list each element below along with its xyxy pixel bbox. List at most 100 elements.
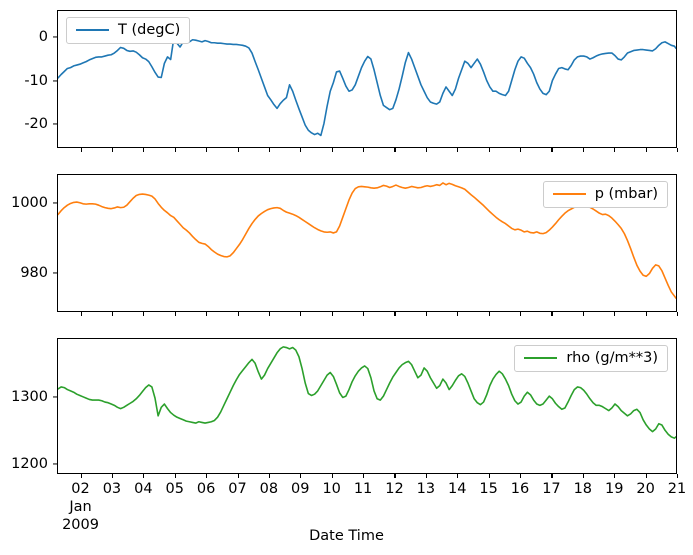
xtick-label: 06 [196,481,216,497]
xtick-mark [614,148,616,152]
xtick-label: 09 [291,481,310,497]
xtick-label: 02 [71,481,90,497]
xtick-mark [425,474,427,478]
xtick-label: 03 [102,481,122,497]
ytick-mark [53,202,57,204]
xtick-mark [645,148,647,152]
xtick-mark [582,474,584,478]
xtick-mark [111,474,114,478]
ytick-label: 1200 [11,456,48,472]
xtick-mark [80,148,82,152]
xtick-mark [300,312,302,316]
legend-label-temperature: T (degC) [118,22,181,38]
xtick-mark [520,312,522,316]
xtick-mark [363,474,365,478]
xtick-mark [551,474,553,478]
xtick-mark [206,312,208,316]
ytick-mark [53,79,57,82]
ytick-mark [53,36,57,38]
xtick-mark [457,312,459,316]
xtick-sublabel-month: Jan [69,499,92,515]
xtick-mark [206,148,208,152]
xtick-mark [363,312,365,316]
ytick-mark [53,396,57,398]
series-line-temperature [58,38,676,135]
xtick-mark [111,148,114,152]
xtick-mark [331,148,333,152]
xtick-mark [457,474,459,478]
xtick-label: 05 [165,481,184,497]
xtick-mark [237,312,239,316]
xtick-mark [488,312,490,316]
xtick-label: 14 [448,481,467,497]
xtick-mark [237,474,239,478]
ytick-label: 980 [20,265,48,282]
xtick-mark [520,148,522,152]
xtick-mark [677,474,679,478]
xtick-mark [111,312,114,316]
xtick-mark [520,474,522,478]
xtick-mark [582,312,584,316]
xtick-mark [488,148,490,152]
xtick-mark [645,474,647,478]
xtick-mark [237,148,239,152]
xaxis-title: Date Time [309,528,384,544]
xtick-mark [268,312,270,316]
xtick-label: 12 [385,481,404,497]
legend-pressure[interactable]: p (mbar) [542,181,668,208]
ytick-mark [53,272,57,274]
xtick-mark [551,312,553,316]
xtick-label: 21 [667,481,687,497]
xtick-mark [300,474,302,478]
xtick-mark [425,312,427,316]
xtick-mark [645,312,647,316]
xtick-mark [488,474,490,478]
xtick-mark [363,148,365,152]
density-plot-area [58,339,676,473]
xtick-label: 16 [510,481,530,497]
xtick-mark [677,148,679,152]
xtick-mark [614,474,616,478]
legend-swatch-pressure [552,193,586,196]
ytick-label: -20 [24,116,48,133]
xtick-mark [300,148,302,152]
xtick-mark [331,312,333,316]
xtick-mark [457,148,459,152]
xtick-mark [80,312,82,316]
xtick-mark [174,474,176,478]
xtick-sublabel-year: 2009 [62,517,99,533]
legend-temperature[interactable]: T (degC) [66,17,191,44]
xtick-mark [425,148,427,152]
xtick-label: 07 [228,481,247,497]
xtick-label: 19 [604,481,624,497]
xtick-mark [268,148,270,152]
legend-density[interactable]: rho (g/m**3) [514,345,668,372]
xtick-mark [394,312,396,316]
xtick-mark [143,148,145,152]
xtick-mark [206,474,208,478]
xtick-label: 13 [416,481,436,497]
xtick-label: 04 [134,481,153,497]
xtick-label: 10 [322,481,341,497]
xtick-mark [268,474,270,478]
ytick-label: 0 [38,28,48,45]
xtick-mark [174,148,176,152]
ytick-mark [53,123,57,125]
xtick-mark [394,474,396,478]
ytick-mark [53,463,57,465]
ytick-label: 1300 [11,389,48,406]
xtick-mark [143,312,145,316]
xtick-mark [143,474,145,478]
legend-label-pressure: p (mbar) [594,186,658,202]
xtick-label: 18 [573,481,593,497]
ytick-label: 1000 [11,194,48,211]
xtick-label: 20 [636,481,655,497]
xtick-mark [614,312,616,316]
xtick-label: 08 [259,481,279,497]
ytick-label: -10 [24,72,48,89]
series-line-density [58,347,676,438]
xtick-mark [677,312,679,316]
xtick-mark [331,474,333,478]
xtick-mark [551,148,553,152]
